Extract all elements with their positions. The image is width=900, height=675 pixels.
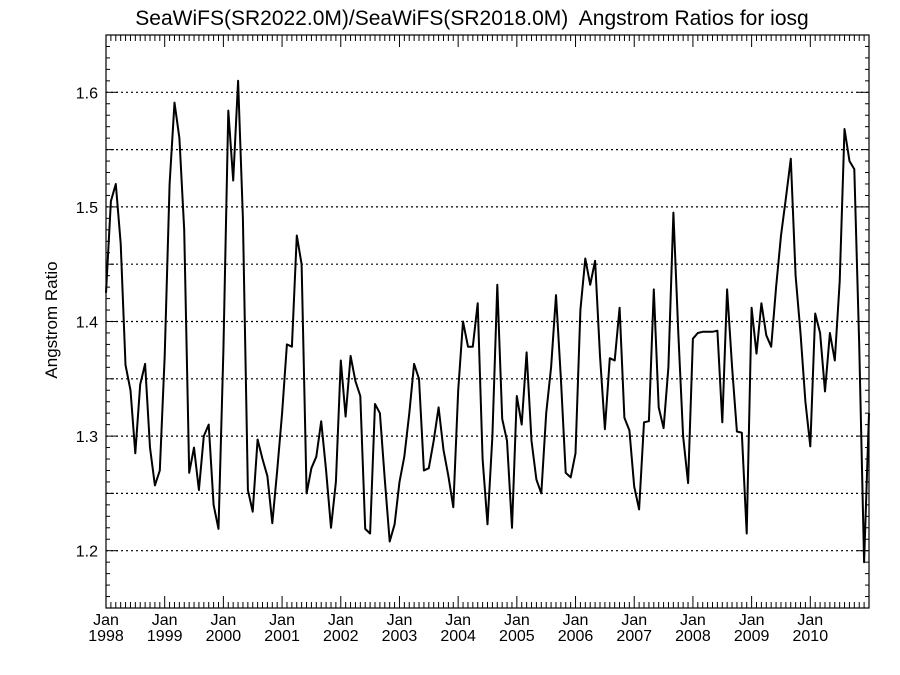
x-axis: Jan1998Jan1999Jan2000Jan2001Jan2002Jan20… <box>88 35 870 645</box>
series-layer <box>105 79 870 564</box>
x-tick-label-month: Jan <box>504 612 530 629</box>
x-tick-label-month: Jan <box>797 612 823 629</box>
y-tick-label: 1.5 <box>76 200 98 217</box>
x-tick-label-month: Jan <box>328 612 354 629</box>
x-tick-label-year: 2004 <box>440 628 476 645</box>
y-tick-label: 1.6 <box>76 85 98 102</box>
x-tick-label-year: 2002 <box>323 628 359 645</box>
x-tick-label-month: Jan <box>445 612 471 629</box>
x-tick-label-year: 2009 <box>734 628 770 645</box>
x-tick-label-month: Jan <box>93 612 119 629</box>
x-tick-label-month: Jan <box>269 612 295 629</box>
x-tick-label-month: Jan <box>739 612 765 629</box>
x-tick-label-year: 2000 <box>206 628 242 645</box>
x-tick-label-month: Jan <box>387 612 413 629</box>
x-tick-label-year: 2003 <box>382 628 418 645</box>
x-tick-label-year: 2008 <box>675 628 711 645</box>
chart-title: SeaWiFS(SR2022.0M)/SeaWiFS(SR2018.0M) An… <box>135 7 808 30</box>
grid-layer <box>106 91 869 552</box>
x-tick-label-year: 2007 <box>616 628 652 645</box>
x-tick-label-year: 1999 <box>147 628 183 645</box>
x-tick-label-year: 1998 <box>88 628 124 645</box>
x-tick-label-month: Jan <box>152 612 178 629</box>
y-tick-label: 1.2 <box>76 544 98 561</box>
x-tick-label-year: 2005 <box>499 628 535 645</box>
y-axis-label: Angstrom Ratio <box>42 261 61 378</box>
x-tick-label-year: 2006 <box>558 628 594 645</box>
y-tick-label: 1.3 <box>76 429 98 446</box>
y-tick-label: 1.4 <box>76 315 98 332</box>
y-axis: 1.2 1.3 1.4 1.5 1.6 <box>76 34 869 609</box>
x-tick-label-year: 2001 <box>264 628 300 645</box>
x-tick-label-month: Jan <box>621 612 647 629</box>
x-tick-label-year: 2010 <box>793 628 829 645</box>
x-tick-label-month: Jan <box>680 612 706 629</box>
x-tick-label-month: Jan <box>210 612 236 629</box>
x-tick-label-month: Jan <box>563 612 589 629</box>
series-line-0 <box>105 79 870 564</box>
